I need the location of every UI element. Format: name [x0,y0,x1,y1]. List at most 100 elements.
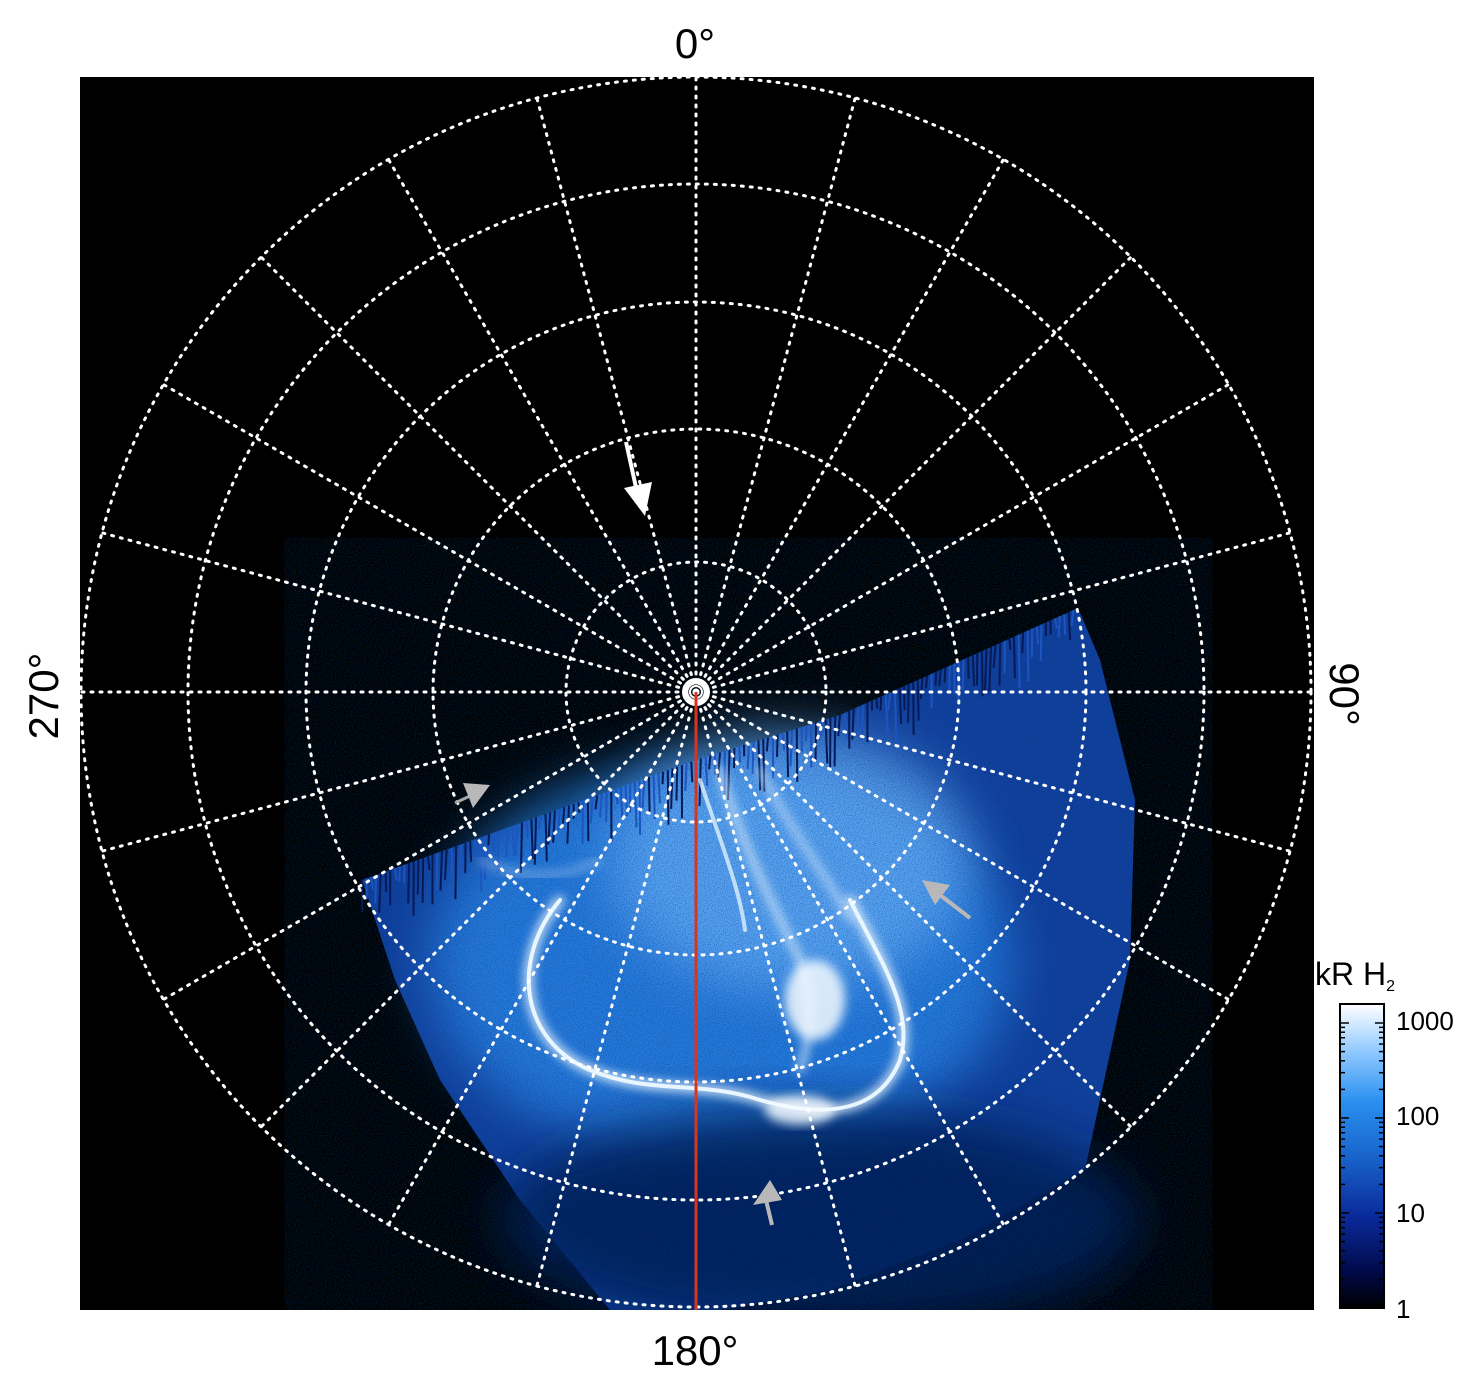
edge-streak [1067,612,1072,641]
edge-streak [1039,624,1043,662]
edge-streak [661,771,665,785]
edge-streak [786,731,790,778]
edge-streak [971,655,976,687]
edge-streak [407,863,411,904]
colorbar-tick-label: 1 [1396,1294,1410,1324]
edge-streak [690,761,694,783]
colorbar-tick-label: 100 [1396,1101,1439,1131]
label-bottom-180deg: 180° [652,1327,739,1374]
edge-streak [980,651,984,697]
edge-streak [924,675,928,689]
edge-streak [919,677,924,700]
edge-streak [765,737,769,752]
edge-streak [638,780,642,835]
edge-streak [370,876,374,891]
edge-streak [421,858,425,903]
colorbar-tick-label: 10 [1396,1198,1425,1228]
colorbar-gradient [1339,1003,1385,1309]
edge-streak [450,847,454,877]
edge-streak [533,817,538,865]
edge-streak [511,825,516,857]
edge-streak [887,692,892,711]
edge-streak [566,805,570,844]
edge-streak [619,786,624,820]
edge-streak [1008,638,1012,650]
edge-streak [581,800,585,844]
edge-streak [898,688,903,724]
edge-streak [537,815,542,830]
edge-streak [641,778,646,809]
edge-streak [843,712,848,739]
edge-streak [478,837,483,892]
edge-streak [633,781,638,828]
edge-streak [934,671,938,686]
edge-streak [586,798,590,842]
edge-streak [1026,630,1030,682]
edge-streak [988,647,993,692]
edge-streak [514,824,519,856]
edge-streak [1021,632,1025,654]
edge-streak [483,836,486,880]
edge-streak [501,829,505,840]
edge-streak [1017,634,1021,689]
edge-streak [1057,616,1061,638]
edge-streak [1063,614,1067,636]
edge-streak [856,706,860,731]
edge-streak [670,768,674,809]
edge-streak [837,714,841,737]
edge-streak [893,690,898,746]
edge-streak [552,810,556,843]
edge-streak [751,741,755,775]
edge-streak [708,755,712,770]
edge-streak [599,793,603,818]
edge-streak [469,841,473,862]
edge-streak [998,642,1002,686]
edge-streak [704,756,709,786]
edge-streak [487,834,491,846]
edge-streak [738,746,742,763]
gray-arrow-right [922,880,972,920]
edge-streak [983,649,988,692]
edge-streak [948,665,951,695]
edge-streak [907,684,910,723]
edge-streak [444,849,448,880]
label-left-270deg: 270° [20,653,67,740]
edge-streak [943,667,947,683]
edge-streak [860,704,864,741]
edge-streak [426,856,431,871]
edge-streak [557,808,561,830]
edge-streak [776,734,779,757]
edge-streak [416,859,420,895]
edge-streak [393,868,398,881]
edge-streak [473,839,477,862]
colorbar-tick-label: 1000 [1396,1006,1454,1036]
edge-streak [762,738,766,792]
edge-streak [833,716,837,767]
edge-streak [530,819,534,859]
edge-streak [520,822,523,873]
edge-streak [916,679,920,721]
edge-streak [439,851,443,891]
edge-streak [746,743,750,770]
edge-streak [652,775,656,820]
edge-streak [1035,626,1039,645]
edge-streak [454,846,458,900]
edge-streak [657,773,661,804]
label-right-90deg: 90° [1321,662,1368,726]
edge-streak [525,820,529,838]
edge-streak [374,874,378,904]
edge-streak [544,814,548,862]
edge-streak [594,795,599,810]
gray-arrow-bottom [753,1180,782,1226]
edge-streak [992,644,997,668]
edge-streak [879,696,883,711]
edge-streak [757,740,762,791]
colorbar-title: kR H2 [1315,956,1395,995]
edge-streak [647,776,651,812]
edge-streak [884,694,889,735]
edge-streak [561,807,566,824]
edge-streak [589,797,594,824]
edge-streak [938,669,942,687]
edge-streak [378,873,382,913]
